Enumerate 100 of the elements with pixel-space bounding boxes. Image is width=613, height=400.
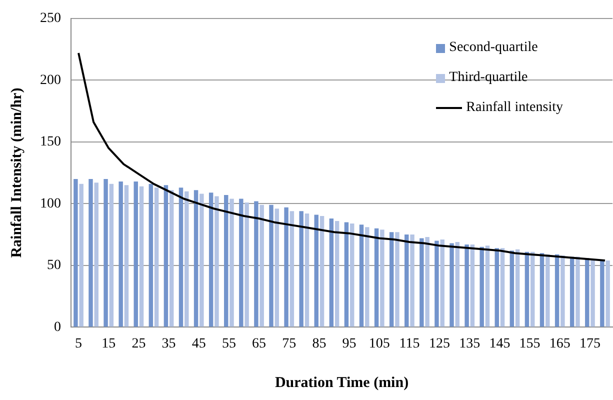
bar — [455, 242, 460, 327]
bar — [269, 204, 274, 327]
bar — [395, 232, 400, 327]
bar — [109, 184, 114, 327]
x-tick-label: 55 — [222, 336, 236, 352]
bar — [606, 260, 610, 327]
x-tick-label: 95 — [342, 336, 356, 352]
x-tick-label: 105 — [368, 336, 390, 352]
bar — [290, 211, 294, 327]
bar — [254, 201, 258, 327]
bar — [434, 240, 439, 327]
bar — [164, 185, 168, 327]
bar — [178, 188, 184, 327]
legend-label: Rainfall intensity — [466, 100, 563, 116]
x-tick-label: 5 — [75, 336, 82, 352]
bar — [590, 259, 595, 327]
bar — [154, 188, 159, 327]
bar — [224, 195, 228, 327]
bar — [365, 227, 370, 327]
x-tick-label: 175 — [579, 336, 600, 352]
legend-label: Third-quartile — [449, 70, 528, 86]
bar — [420, 238, 424, 327]
bar — [274, 208, 280, 327]
bar — [320, 216, 324, 327]
bar — [104, 178, 108, 327]
bar — [299, 211, 304, 327]
bar — [554, 254, 560, 327]
bar — [410, 234, 414, 327]
bar — [560, 256, 565, 327]
y-tick-label: 250 — [40, 11, 61, 26]
x-tick-label: 25 — [132, 336, 146, 352]
bar — [480, 246, 484, 327]
bar — [74, 178, 78, 327]
bar — [118, 181, 123, 327]
bar — [239, 198, 244, 327]
bar — [79, 184, 84, 327]
x-tick-label: 165 — [549, 336, 570, 352]
bar — [485, 246, 490, 327]
bar — [404, 234, 409, 327]
bar — [425, 237, 430, 327]
y-tick-label: 100 — [40, 196, 61, 212]
x-tick-label: 85 — [312, 336, 326, 352]
bar — [244, 202, 249, 327]
bar — [88, 178, 93, 327]
bar — [470, 244, 475, 327]
bar — [139, 186, 144, 327]
bar — [200, 194, 204, 327]
x-tick-label: 115 — [399, 336, 420, 352]
bar — [540, 253, 544, 327]
x-tick-label: 75 — [282, 336, 296, 352]
bar — [389, 232, 394, 327]
bar — [380, 230, 384, 327]
bar — [344, 222, 349, 327]
bar — [510, 250, 514, 327]
bar — [134, 181, 138, 327]
bar — [208, 192, 214, 327]
bar — [260, 204, 264, 327]
x-axis-title: Duration Time (min) — [274, 374, 409, 391]
bar — [359, 224, 364, 327]
bar — [314, 214, 318, 327]
bar — [530, 252, 535, 327]
bar — [576, 256, 580, 327]
bar — [350, 223, 354, 327]
y-tick-label: 200 — [40, 72, 61, 88]
x-tick-label: 65 — [252, 336, 266, 352]
x-tick-label: 45 — [192, 336, 206, 352]
bar — [184, 191, 189, 327]
bar — [450, 243, 454, 327]
bar — [546, 254, 550, 327]
bar — [329, 218, 334, 327]
bar — [464, 244, 469, 327]
bar — [194, 190, 198, 327]
bar — [524, 252, 530, 327]
bar — [374, 228, 379, 327]
x-tick-label: 15 — [102, 336, 116, 352]
bar — [570, 256, 574, 327]
bar — [124, 185, 129, 327]
bar — [94, 182, 98, 327]
bar — [148, 184, 154, 327]
bar — [515, 249, 520, 327]
x-tick-label: 145 — [489, 336, 510, 352]
y-tick-label: 0 — [54, 320, 61, 335]
y-axis-title: Rainfall Intensity (min/hr) — [8, 88, 25, 258]
legend-label: Second-quartile — [449, 40, 538, 56]
bar — [304, 214, 310, 327]
bar — [585, 258, 590, 327]
bar — [169, 190, 174, 327]
bar — [600, 260, 604, 327]
x-tick-label: 135 — [459, 336, 480, 352]
bar — [214, 196, 219, 327]
y-tick-label: 50 — [47, 258, 61, 274]
bar — [334, 220, 340, 327]
bar — [494, 248, 499, 327]
x-tick-label: 35 — [162, 336, 176, 352]
bar — [230, 198, 234, 327]
bar — [500, 248, 505, 327]
bar — [284, 207, 288, 327]
x-tick-label: 155 — [519, 336, 540, 352]
x-tick-label: 125 — [429, 336, 450, 352]
bar — [440, 240, 444, 327]
